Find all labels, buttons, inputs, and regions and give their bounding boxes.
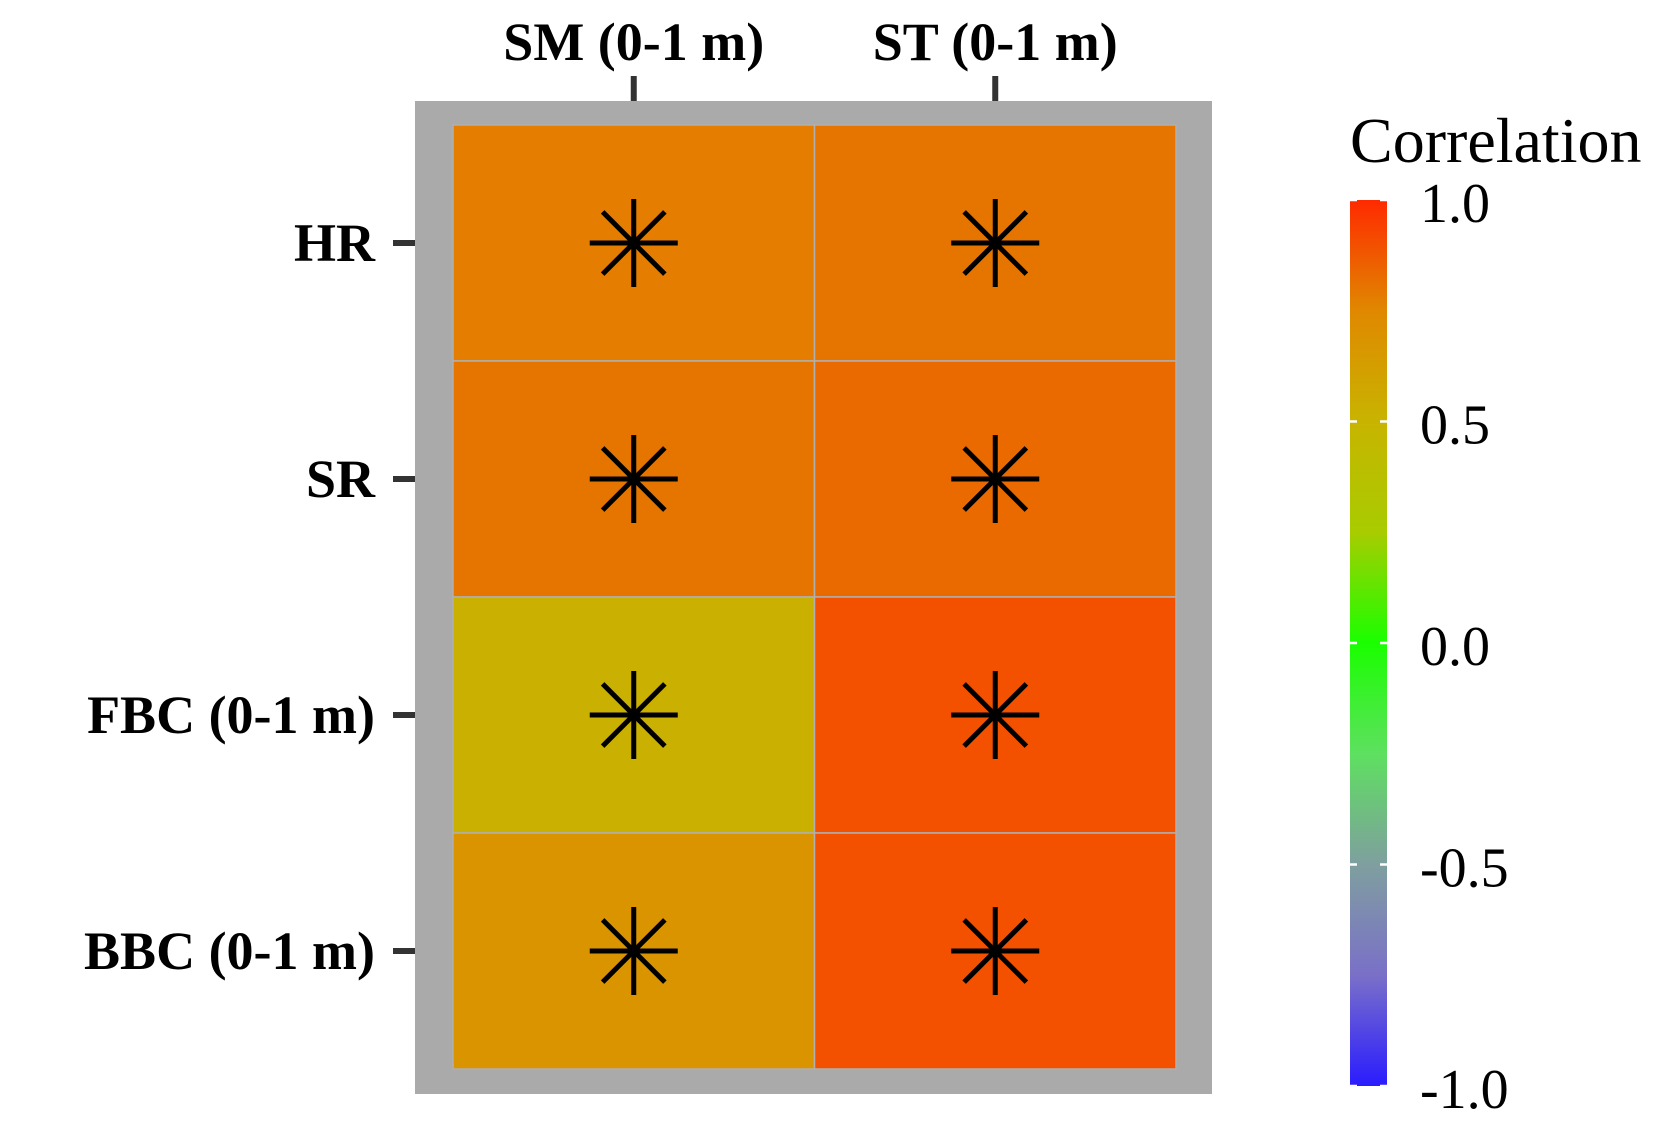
y-tick-label: BBC (0-1 m) [84,921,375,981]
y-tick-label: FBC (0-1 m) [87,685,375,745]
significance-asterisk-icon [951,907,1040,995]
significance-asterisk-icon [589,671,678,759]
colorbar-tick-label: -0.5 [1420,838,1509,900]
x-tick-label: ST (0-1 m) [873,12,1118,72]
colorbar-tick-label: 0.5 [1420,395,1490,457]
significance-asterisk-icon [589,435,678,523]
significance-asterisk-icon [951,199,1040,287]
colorbar-tick-label: 0.0 [1420,616,1490,678]
significance-asterisk-icon [951,435,1040,523]
colorbar-title: Correlation [1350,105,1641,176]
y-tick-label: HR [294,213,376,273]
significance-asterisk-icon [951,671,1040,759]
y-tick-label: SR [306,449,376,509]
colorbar-tick-label: 1.0 [1420,173,1490,235]
x-tick-label: SM (0-1 m) [503,12,764,72]
significance-asterisk-icon [589,199,678,287]
colorbar-tick-label: -1.0 [1420,1059,1509,1121]
significance-asterisk-icon [589,907,678,995]
